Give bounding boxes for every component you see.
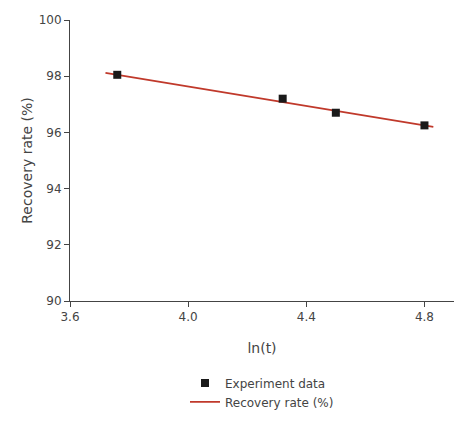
svg-text:98: 98 <box>46 69 61 83</box>
svg-text:Experiment data: Experiment data <box>225 377 325 391</box>
svg-text:92: 92 <box>46 238 61 252</box>
svg-text:100: 100 <box>39 13 62 27</box>
svg-text:96: 96 <box>46 126 61 140</box>
svg-text:Recovery rate (%): Recovery rate (%) <box>225 396 333 410</box>
svg-text:Recovery rate (%): Recovery rate (%) <box>19 97 35 223</box>
svg-text:4.0: 4.0 <box>179 310 198 324</box>
svg-text:4.8: 4.8 <box>415 310 434 324</box>
svg-text:94: 94 <box>46 182 61 196</box>
svg-text:3.6: 3.6 <box>60 310 79 324</box>
svg-text:4.4: 4.4 <box>297 310 316 324</box>
svg-text:ln(t): ln(t) <box>247 340 276 356</box>
svg-text:90: 90 <box>46 294 61 308</box>
